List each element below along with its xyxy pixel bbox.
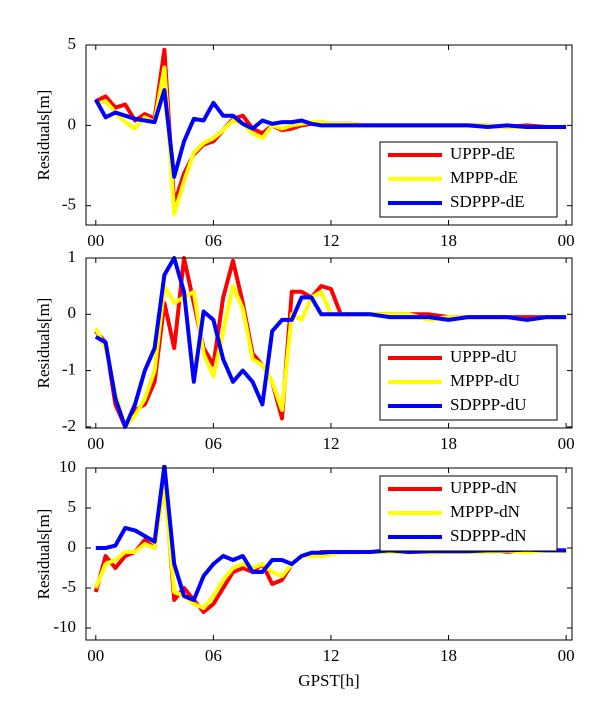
x-tick-label: 00	[87, 434, 104, 453]
y-tick-label: 0	[68, 114, 77, 133]
y-tick-label: 5	[68, 34, 77, 53]
y-tick-label: 1	[68, 247, 77, 266]
y-tick-label: -5	[62, 195, 76, 214]
data-line	[94, 256, 567, 429]
x-tick-label: 00	[558, 434, 575, 453]
legend-label: MPPP-dU	[450, 371, 520, 390]
y-axis-label: Residuals[m]	[34, 90, 53, 181]
x-tick-label: 12	[322, 231, 339, 250]
legend-label: UPPP-dU	[450, 347, 517, 366]
x-tick-label: 00	[558, 646, 575, 665]
x-tick-label: 00	[558, 231, 575, 250]
y-tick-label: 10	[59, 457, 76, 476]
x-tick-label: 06	[205, 646, 222, 665]
legend-label: SDPPP-dE	[450, 192, 525, 211]
y-tick-label: 0	[68, 303, 77, 322]
x-tick-label: 06	[205, 231, 222, 250]
y-tick-label: -10	[53, 617, 76, 636]
legend-label: UPPP-dE	[450, 144, 515, 163]
legend-label: MPPP-dE	[450, 168, 518, 187]
x-tick-label: 18	[440, 231, 457, 250]
y-tick-label: -2	[62, 416, 76, 435]
x-axis-label: GPST[h]	[298, 671, 359, 690]
x-tick-label: 12	[322, 434, 339, 453]
legend-label: SDPPP-dU	[450, 395, 527, 414]
x-tick-label: 06	[205, 434, 222, 453]
y-tick-label: 0	[68, 537, 77, 556]
y-tick-label: -1	[62, 359, 76, 378]
axes-frame	[85, 257, 573, 429]
legend-label: MPPP-dN	[450, 502, 520, 521]
legend-label: UPPP-dN	[450, 478, 517, 497]
x-tick-label: 18	[440, 434, 457, 453]
data-line	[94, 88, 567, 179]
axes-frame	[85, 44, 573, 226]
axes-frame	[85, 467, 573, 641]
y-tick-label: -5	[62, 577, 76, 596]
x-tick-label: 18	[440, 646, 457, 665]
y-axis-label: Residuals[m]	[34, 509, 53, 600]
x-tick-label: 12	[322, 646, 339, 665]
x-tick-label: 00	[87, 231, 104, 250]
legend-label: SDPPP-dN	[450, 526, 527, 545]
y-tick-label: 5	[68, 497, 77, 516]
x-tick-label: 00	[87, 646, 104, 665]
y-axis-label: Residuals[m]	[34, 298, 53, 389]
